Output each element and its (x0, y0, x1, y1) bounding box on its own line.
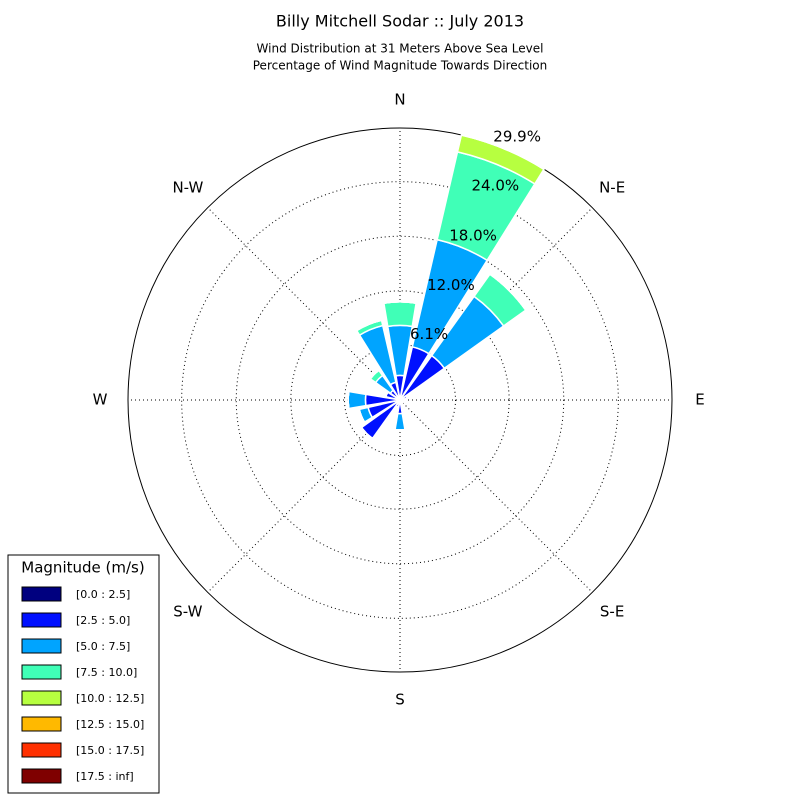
legend-swatch (21, 612, 62, 628)
legend-label: [0.0 : 2.5] (76, 588, 130, 601)
legend-label: [10.0 : 12.5] (76, 692, 144, 705)
grid-ring (290, 290, 510, 510)
labels: 6.1% 12.0% 18.0% 24.0% 29.9% N N-E E S-E S S-W W N-W (93, 91, 705, 709)
direction-label: N-E (599, 178, 625, 196)
grid (127, 127, 673, 673)
legend-label: [17.5 : inf] (76, 770, 134, 783)
legend-swatch (21, 716, 62, 732)
legend-swatch (21, 586, 62, 602)
legend-swatch (21, 664, 62, 680)
wedge (405, 395, 408, 399)
wedge (394, 412, 406, 431)
legend-swatch (21, 742, 62, 758)
grid-spoke (207, 399, 401, 593)
legend-label: [2.5 : 5.0] (76, 614, 130, 627)
wedge (358, 409, 366, 423)
legend-swatch (21, 768, 62, 784)
grid-spoke (399, 399, 593, 593)
direction-label: N-W (172, 178, 203, 196)
wedge (356, 319, 382, 332)
direction-label: N (394, 91, 405, 109)
direction-label: S (395, 691, 405, 709)
chart-subtitle: Wind Distribution at 31 Meters Above Sea… (257, 42, 544, 56)
direction-label: S-E (600, 603, 624, 621)
legend: Magnitude (m/s) [0.0 : 2.5] [2.5 : 5.0] [5… (7, 554, 160, 794)
legend-title: Magnitude (m/s) (21, 559, 144, 577)
r-tick-label: 12.0% (427, 276, 475, 294)
grid-ring (344, 344, 456, 456)
grid-ring (181, 181, 619, 619)
wedge (395, 405, 399, 408)
r-tick-label: 6.1% (410, 325, 448, 343)
wedge (347, 391, 350, 409)
chart-subtitle: Percentage of Wind Magnitude Towards Dir… (253, 59, 547, 73)
legend-label: [12.5 : 15.0] (76, 718, 144, 731)
chart-title: Billy Mitchell Sodar :: July 2013 (276, 12, 524, 31)
legend-label: [7.5 : 10.0] (76, 666, 137, 679)
direction-label: W (93, 391, 108, 409)
direction-label: E (695, 391, 704, 409)
grid-ring (235, 235, 565, 565)
outer-circle (127, 127, 673, 673)
legend-label: [15.0 : 17.5] (76, 744, 144, 757)
legend-swatch (21, 638, 62, 654)
r-tick-label: 18.0% (449, 226, 497, 244)
bars (347, 134, 545, 440)
legend-swatch (21, 690, 62, 706)
grid-spoke (207, 207, 401, 401)
wedge (385, 391, 389, 397)
wedge (347, 390, 367, 410)
r-tick-label: 29.9% (493, 127, 541, 145)
legend-label: [5.0 : 7.5] (76, 640, 130, 653)
wedge (383, 301, 417, 328)
direction-label: S-W (173, 603, 202, 621)
r-tick-label: 24.0% (471, 176, 519, 194)
